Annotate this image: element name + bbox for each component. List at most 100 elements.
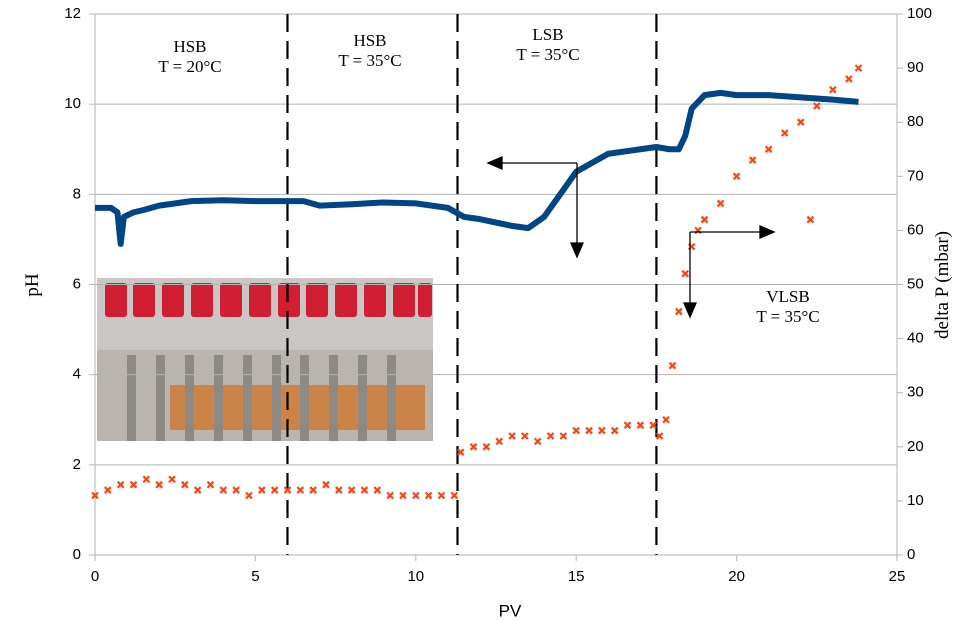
x-tick-label: 10	[407, 568, 424, 585]
data-point	[610, 426, 619, 435]
y2-tick-label: 60	[907, 221, 924, 238]
data-point	[309, 486, 317, 494]
data-point	[806, 215, 815, 224]
annotation: HSB	[173, 37, 206, 56]
data-point	[854, 64, 863, 72]
data-point	[668, 361, 677, 370]
data-point	[322, 480, 330, 489]
data-point	[662, 415, 670, 424]
data-point	[546, 432, 555, 440]
data-point	[296, 486, 305, 494]
data-point	[347, 486, 356, 494]
y2-tick-label: 70	[907, 167, 924, 184]
data-point	[829, 85, 837, 94]
y2-tick-label: 90	[907, 59, 924, 76]
data-point	[424, 491, 433, 500]
data-point	[764, 145, 773, 154]
y-tick-label: 2	[73, 456, 81, 473]
data-point	[193, 486, 202, 494]
y2-tick-label: 20	[907, 438, 924, 455]
x-tick-label: 0	[91, 568, 99, 585]
y2-tick-label: 50	[907, 275, 924, 292]
data-point	[732, 172, 741, 181]
data-point	[373, 486, 382, 494]
x-tick-label: 5	[251, 568, 259, 585]
data-point	[495, 437, 503, 446]
data-point	[335, 486, 343, 494]
y2-tick-label: 40	[907, 330, 924, 347]
data-point	[572, 426, 580, 435]
data-point	[206, 480, 215, 489]
annotation: T = 35°C	[338, 51, 401, 70]
data-point	[533, 437, 542, 446]
data-point	[796, 118, 805, 126]
y-tick-label: 4	[73, 366, 81, 383]
data-point	[469, 443, 478, 451]
data-point	[245, 491, 253, 500]
data-point	[258, 486, 266, 494]
data-point	[716, 199, 725, 208]
data-point	[283, 486, 292, 494]
arrows	[486, 156, 776, 319]
y2-tick-label: 10	[907, 492, 924, 509]
ph-line	[95, 89, 859, 247]
annotation: T = 35°C	[516, 45, 579, 64]
data-point	[232, 486, 240, 494]
data-point	[181, 480, 189, 489]
plot-area: 0 2 4 6 8 10 12 0 10 20 30 40 50 60 70 80 90 100 0 5 10 15 20 2…	[64, 5, 932, 585]
data-point	[219, 486, 228, 494]
data-point	[559, 432, 568, 440]
data-point	[585, 426, 593, 435]
data-point	[655, 432, 664, 440]
data-point	[155, 480, 163, 489]
data-point	[649, 421, 657, 429]
annotation: T = 20°C	[158, 57, 221, 76]
data-point	[456, 448, 465, 456]
photo-caps	[105, 283, 432, 317]
data-point	[142, 475, 151, 484]
y2-tick-label: 30	[907, 384, 924, 401]
x-tick-label: 25	[889, 568, 906, 585]
data-point	[399, 491, 407, 500]
x-tick-label: 15	[568, 568, 585, 585]
data-point	[521, 432, 529, 440]
data-point	[129, 480, 138, 489]
data-point	[482, 443, 491, 451]
y2-tick-label: 80	[907, 113, 924, 130]
x-axis-label: PV	[499, 601, 522, 620]
y-tick-label: 8	[73, 185, 81, 202]
y-tick-label: 10	[64, 95, 81, 112]
data-point	[168, 475, 176, 484]
y2-axis-label: delta P (mbar)	[932, 231, 953, 339]
data-point	[412, 491, 420, 500]
data-point	[675, 307, 683, 316]
data-point	[104, 486, 112, 494]
y2-tick-label: 0	[907, 546, 915, 563]
annotation: VLSB	[766, 287, 809, 306]
data-point	[450, 491, 459, 500]
data-point	[116, 480, 125, 489]
data-point	[437, 491, 446, 500]
x-tick-label: 20	[728, 568, 745, 585]
data-point	[845, 75, 853, 83]
data-point	[598, 426, 606, 435]
annotation: LSB	[532, 25, 563, 44]
y-tick-label: 6	[73, 275, 81, 292]
photo-rack-bars	[127, 355, 396, 441]
data-point	[270, 486, 279, 494]
data-point	[780, 129, 789, 137]
y-axis-label: pH	[22, 273, 43, 297]
data-point	[813, 102, 821, 110]
y-tick-label: 0	[73, 546, 81, 563]
annotation: HSB	[353, 31, 386, 50]
data-point	[386, 491, 394, 500]
data-point	[681, 269, 690, 278]
data-point	[700, 215, 709, 224]
photo-liquid	[170, 385, 425, 430]
data-point	[91, 491, 99, 500]
y-tick-label: 12	[64, 5, 81, 22]
y2-tick-label: 100	[907, 5, 932, 22]
data-point	[636, 421, 645, 429]
annotation: T = 35°C	[756, 307, 819, 326]
